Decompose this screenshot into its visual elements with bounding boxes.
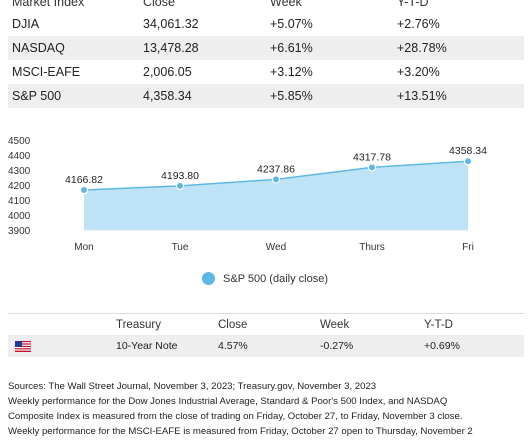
chart-svg: 3900 4000 4100 4200 4300 4400 4500 4166.82 4193.…: [8, 136, 487, 253]
index-name: MSCI-EAFE: [12, 65, 81, 79]
y-tick-label: 4100: [8, 196, 31, 207]
header-market-index: Market Index: [12, 0, 85, 9]
y-tick-label: 4400: [8, 151, 31, 162]
data-point: [463, 157, 473, 166]
data-label: 4193.80: [161, 170, 199, 182]
data-point: [271, 175, 281, 184]
header-treasury: Treasury: [116, 318, 161, 331]
table-row: 10-Year Note 4.57% -0.27% +0.69%: [8, 335, 524, 357]
treasury-ytd: +0.69%: [424, 340, 460, 352]
index-name: S&P 500: [12, 89, 62, 103]
y-tick-label: 4200: [8, 181, 31, 192]
index-close: 13,478.28: [143, 41, 199, 55]
data-label: 4237.86: [257, 163, 295, 175]
index-name: DJIA: [12, 17, 40, 31]
index-week: +5.07%: [270, 17, 313, 31]
y-tick-label: 4500: [8, 136, 31, 147]
data-point: [175, 181, 185, 191]
x-tick-label: Wed: [266, 242, 286, 253]
index-close: 4,358.34: [143, 89, 192, 103]
data-label: 4358.34: [449, 145, 487, 157]
x-tick-label: Fri: [462, 242, 474, 253]
table-row: S&P 500 4,358.34 +5.85% +13.51%: [8, 84, 524, 108]
treasury-name: 10-Year Note: [116, 340, 178, 352]
treasury-week: -0.27%: [320, 340, 354, 352]
header-week: Week: [270, 0, 302, 9]
sp500-daily-chart: 3900 4000 4100 4200 4300 4400 4500 4166.82 4193.…: [0, 128, 530, 298]
table-row: DJIA 34,061.32 +5.07% +2.76%: [8, 12, 524, 36]
legend-label: S&P 500 (daily close): [223, 272, 328, 285]
x-tick-label: Tue: [172, 242, 189, 253]
y-tick-label: 3900: [8, 226, 31, 237]
data-label: 4317.78: [353, 151, 391, 163]
x-tick-label: Mon: [74, 242, 93, 253]
index-week: +6.61%: [270, 41, 313, 55]
index-ytd: +13.51%: [397, 89, 447, 103]
sources-line: Composite Index is measured from the clo…: [8, 411, 463, 422]
index-week: +5.85%: [270, 89, 313, 103]
data-point: [79, 185, 89, 195]
sources-line: Sources: The Wall Street Journal, Novemb…: [8, 381, 377, 392]
table-header-row: Market Index Close Week Y-T-D: [8, 0, 524, 12]
header-week: Week: [320, 318, 350, 331]
table-row: NASDAQ 13,478.28 +6.61% +28.78%: [8, 36, 524, 60]
index-name: NASDAQ: [12, 41, 65, 55]
series-area: [84, 161, 468, 230]
legend-swatch: [202, 272, 216, 285]
index-week: +3.12%: [270, 65, 313, 79]
header-ytd: Y-T-D: [397, 0, 429, 9]
y-tick-label: 4300: [8, 166, 31, 177]
header-ytd: Y-T-D: [424, 318, 453, 331]
sources-note: Sources: The Wall Street Journal, Novemb…: [8, 379, 524, 439]
treasury-header-row: Treasury Close Week Y-T-D: [8, 314, 524, 335]
data-point: [367, 163, 377, 172]
index-ytd: +28.78%: [397, 41, 447, 55]
sources-line: Weekly performance for the MSCI-EAFE is …: [8, 426, 473, 437]
header-close: Close: [218, 318, 248, 331]
chart-legend: S&P 500 (daily close): [0, 272, 530, 285]
index-ytd: +3.20%: [397, 65, 440, 79]
market-index-table: Market Index Close Week Y-T-D DJIA 34,06…: [8, 0, 524, 108]
treasury-table: Treasury Close Week Y-T-D 10-Year Note 4…: [8, 313, 524, 357]
x-tick-label: Thurs: [359, 242, 385, 253]
table-row: MSCI-EAFE 2,006.05 +3.12% +3.20%: [8, 60, 524, 84]
flag-cell: [8, 340, 110, 352]
data-label: 4166.82: [65, 174, 103, 186]
index-close: 2,006.05: [143, 65, 192, 79]
y-tick-label: 4000: [8, 211, 31, 222]
header-close: Close: [143, 0, 175, 9]
us-flag-icon: [15, 340, 31, 352]
treasury-close: 4.57%: [218, 340, 248, 352]
index-close: 34,061.32: [143, 17, 199, 31]
sources-line: Weekly performance for the Dow Jones Ind…: [8, 396, 448, 407]
index-ytd: +2.76%: [397, 17, 440, 31]
